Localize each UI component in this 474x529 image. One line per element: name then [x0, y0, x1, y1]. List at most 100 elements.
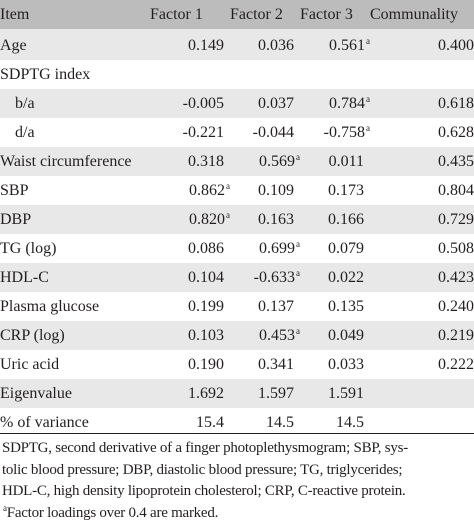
cell-value: 14.5	[266, 413, 294, 431]
row-label: DBP	[0, 210, 32, 228]
factor-1-cell: 0.190	[150, 350, 230, 379]
cell-value: 0.318	[188, 152, 224, 170]
table-row: b/a -0.005 0.037 0.784a 0.618	[0, 89, 474, 118]
header-factor-2: Factor 2	[230, 5, 283, 23]
communality-cell: 0.435	[370, 147, 474, 176]
row-label: Eigenvalue	[0, 384, 72, 402]
communality-cell: 0.400	[370, 29, 474, 60]
table-row: Uric acid 0.190 0.341 0.033 0.222	[0, 350, 474, 379]
table-row: Plasma glucose 0.199 0.137 0.135 0.240	[0, 292, 474, 321]
row-label: Waist circumference	[0, 152, 132, 170]
communality-cell: 0.508	[370, 234, 474, 263]
row-label: Age	[0, 36, 27, 54]
loading-marker: a	[296, 267, 300, 278]
factor-3-cell: 0.561a	[300, 29, 370, 60]
factor-1-cell: 0.318	[150, 147, 230, 176]
footnote-marker-note: aFactor loadings over 0.4 are marked.	[2, 503, 472, 525]
cell-value: 0.173	[328, 181, 364, 199]
row-label: HDL-C	[0, 268, 49, 286]
header-factor-3: Factor 3	[300, 5, 353, 23]
loading-marker: a	[296, 151, 300, 162]
cell-value: 0.190	[188, 355, 224, 373]
row-label: SDPTG index	[0, 65, 91, 83]
factor-3-cell: 14.5	[300, 408, 370, 437]
communality-cell: 0.240	[370, 292, 474, 321]
factor-3-cell: -0.758a	[300, 118, 370, 147]
cell-value: -0.005	[182, 94, 224, 112]
cell-value: 0.400	[438, 36, 474, 54]
cell-value: 14.5	[336, 413, 364, 431]
factor-2-cell: 0.341	[230, 350, 300, 379]
factor-2-cell: 0.109	[230, 176, 300, 205]
factor-3-cell: 0.011	[300, 147, 370, 176]
factor-3-cell: 0.079	[300, 234, 370, 263]
cell-value: 0.079	[328, 239, 364, 257]
cell-value: 15.4	[196, 413, 224, 431]
loading-marker: a	[366, 122, 370, 133]
factor-2-cell: 0.137	[230, 292, 300, 321]
cell-value: 0.166	[328, 210, 364, 228]
factor-2-cell: 0.036	[230, 29, 300, 60]
cell-value: 0.820	[189, 210, 225, 228]
factor-2-cell: -0.044	[230, 118, 300, 147]
factor-2-cell: 0.163	[230, 205, 300, 234]
loading-marker: a	[296, 325, 300, 336]
table-row: HDL-C 0.104 -0.633a 0.022 0.423	[0, 263, 474, 292]
footnote-marker: a	[3, 502, 7, 513]
factor-1-cell: 1.692	[150, 379, 230, 408]
footnote-divider	[0, 433, 474, 434]
communality-cell: 0.219	[370, 321, 474, 350]
row-label: b/a	[15, 94, 35, 112]
cell-value: 0.163	[258, 210, 294, 228]
cell-value: 1.597	[258, 384, 294, 402]
cell-value: 0.862	[189, 181, 225, 199]
row-label: TG (log)	[0, 239, 57, 257]
cell-value: 0.199	[188, 297, 224, 315]
footnote-line: tolic blood pressure; DBP, diastolic blo…	[2, 461, 403, 478]
table-header: Item Factor 1 Factor 2 Factor 3 Communal…	[0, 0, 474, 29]
table-row: d/a -0.221 -0.044 -0.758a 0.628	[0, 118, 474, 147]
communality-cell: 0.423	[370, 263, 474, 292]
cell-value: 0.137	[258, 297, 294, 315]
cell-value: 0.804	[438, 181, 474, 199]
communality-cell: 0.618	[370, 89, 474, 118]
row-label: CRP (log)	[0, 326, 65, 344]
loading-marker: a	[226, 180, 230, 191]
footnote-note: Factor loadings over 0.4 are marked.	[6, 504, 219, 521]
communality-cell: 0.628	[370, 118, 474, 147]
cell-value: 0.022	[328, 268, 364, 286]
cell-value: 0.104	[188, 268, 224, 286]
row-label: Uric acid	[0, 355, 60, 373]
factor-2-cell: 0.699a	[230, 234, 300, 263]
factor-3-cell: 1.591	[300, 379, 370, 408]
factor-1-cell: 0.820a	[150, 205, 230, 234]
row-label: % of variance	[0, 413, 89, 431]
cell-value: 0.086	[188, 239, 224, 257]
factor-3-cell: 0.022	[300, 263, 370, 292]
factor-3-cell: 0.033	[300, 350, 370, 379]
cell-value: 0.435	[438, 152, 474, 170]
factor-2-cell: 0.037	[230, 89, 300, 118]
header-item: Item	[0, 5, 30, 23]
table-row: SBP 0.862a 0.109 0.173 0.804	[0, 176, 474, 205]
factor-3-cell: 0.135	[300, 292, 370, 321]
factor-1-cell	[150, 60, 230, 89]
cell-value: -0.221	[182, 123, 224, 141]
cell-value: 0.011	[328, 152, 364, 170]
cell-value: 0.109	[258, 181, 294, 199]
cell-value: 0.618	[438, 94, 474, 112]
factor-1-cell: 0.103	[150, 321, 230, 350]
cell-value: 0.561	[329, 36, 365, 54]
header-communality: Communality	[370, 5, 458, 23]
cell-value: 0.699	[259, 239, 295, 257]
header-factor-1: Factor 1	[150, 5, 203, 23]
table-row: SDPTG index	[0, 60, 474, 89]
cell-value: 0.103	[188, 326, 224, 344]
cell-value: 0.049	[328, 326, 364, 344]
factor-1-cell: -0.005	[150, 89, 230, 118]
factor-2-cell: 14.5	[230, 408, 300, 437]
cell-value: 0.033	[328, 355, 364, 373]
loading-marker: a	[226, 209, 230, 220]
communality-cell: 0.222	[370, 350, 474, 379]
